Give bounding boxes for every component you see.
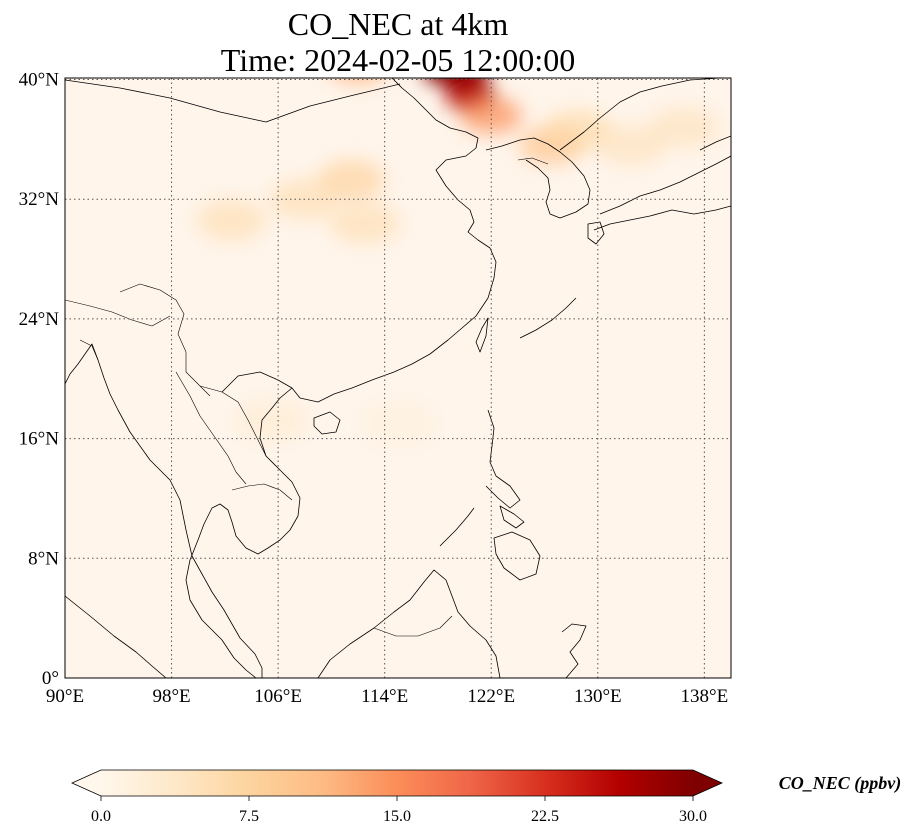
map-title-line-2: Time: 2024-02-05 12:00:00 — [220, 42, 576, 78]
lon-tick-label: 130°E — [574, 686, 622, 707]
map-axis-ticks: 90°E 98°E 106°E 114°E 122°E 130°E 138°E 0° 8°N 16… — [19, 69, 729, 707]
colorbar-gradient — [101, 770, 693, 796]
concentration-plume-11 — [196, 199, 267, 241]
concentration-plume-1 — [451, 78, 478, 81]
coastline-hainan — [313, 411, 341, 435]
coastline-borneo — [317, 569, 501, 678]
lat-tick-label: 16°N — [19, 429, 60, 450]
map-frame — [64, 77, 732, 679]
lon-tick-label: 114°E — [361, 686, 408, 707]
concentration-plume-6 — [543, 110, 613, 151]
colorbar: 0.0 7.5 15.0 22.5 30.0 CO_NEC (ppbv) — [71, 769, 902, 825]
coastline-japan-south — [593, 205, 731, 231]
graticule — [65, 78, 731, 678]
colorbar-tick-label: 0.0 — [91, 808, 111, 825]
coastline-ryukyu — [519, 297, 577, 339]
lat-tick-label: 8°N — [28, 548, 59, 569]
colorbar-tick-label: 22.5 — [531, 808, 559, 825]
border-cambodia — [231, 483, 293, 501]
lat-tick-label: 24°N — [19, 309, 60, 330]
coastline-hokkaido — [699, 135, 731, 151]
border-north-korea — [517, 157, 549, 165]
map-background — [65, 78, 731, 678]
coastline-south-china — [221, 78, 497, 403]
coastline-taiwan — [475, 317, 489, 353]
colorbar-tick-label: 30.0 — [679, 808, 707, 825]
concentration-plume-13 — [335, 78, 381, 84]
lon-tick-label: 106°E — [254, 686, 302, 707]
country-borders — [65, 157, 549, 637]
coastline-russia — [559, 78, 721, 151]
colorbar-tick-label: 7.5 — [239, 808, 259, 825]
coastline-mainland — [65, 343, 263, 678]
coastline-mindanao — [493, 531, 541, 581]
colorbar-tick-label: 15.0 — [383, 808, 411, 825]
concentration-plume-8 — [649, 106, 720, 149]
concentration-plume-12 — [329, 202, 400, 244]
coastline-palawan — [439, 507, 475, 547]
concentration-plume-15 — [361, 402, 435, 446]
border-south-asia — [65, 299, 171, 327]
lon-tick-label: 98°E — [152, 686, 190, 707]
coastlines — [65, 78, 731, 678]
border-thailand — [175, 371, 247, 485]
concentration-plume-7 — [595, 124, 667, 166]
lon-tick-label: 122°E — [467, 686, 515, 707]
lat-tick-label: 32°N — [19, 189, 60, 210]
colorbar-title: CO_NEC (ppbv) — [779, 773, 902, 794]
concentration-plume-14 — [235, 399, 308, 442]
colorbar-extend-high — [693, 770, 722, 796]
lon-tick-label: 138°E — [681, 686, 729, 707]
colorbar-ticks: 0.0 7.5 15.0 22.5 30.0 — [91, 796, 707, 825]
border-myanmar — [119, 283, 211, 397]
coastline-mongolia-north — [65, 79, 401, 123]
coastline-korea — [485, 137, 591, 219]
map-title-line-1: CO_NEC at 4km — [287, 6, 509, 42]
coastline-japan — [599, 155, 731, 215]
coastline-sulawesi — [561, 623, 587, 678]
colorbar-extend-low — [72, 770, 101, 796]
lat-tick-label: 40°N — [19, 69, 60, 90]
coastline-visayas — [499, 505, 525, 529]
lon-tick-label: 90°E — [46, 686, 84, 707]
lat-tick-label: 0° — [42, 668, 59, 689]
border-malaysia-borneo — [373, 615, 453, 637]
border-bangladesh — [79, 339, 99, 361]
border-laos — [199, 385, 267, 457]
coastline-malay-peninsula — [185, 539, 257, 678]
coastline-sumatra — [65, 595, 167, 678]
coastline-luzon — [485, 409, 521, 509]
coastline-vietnam — [197, 387, 301, 555]
